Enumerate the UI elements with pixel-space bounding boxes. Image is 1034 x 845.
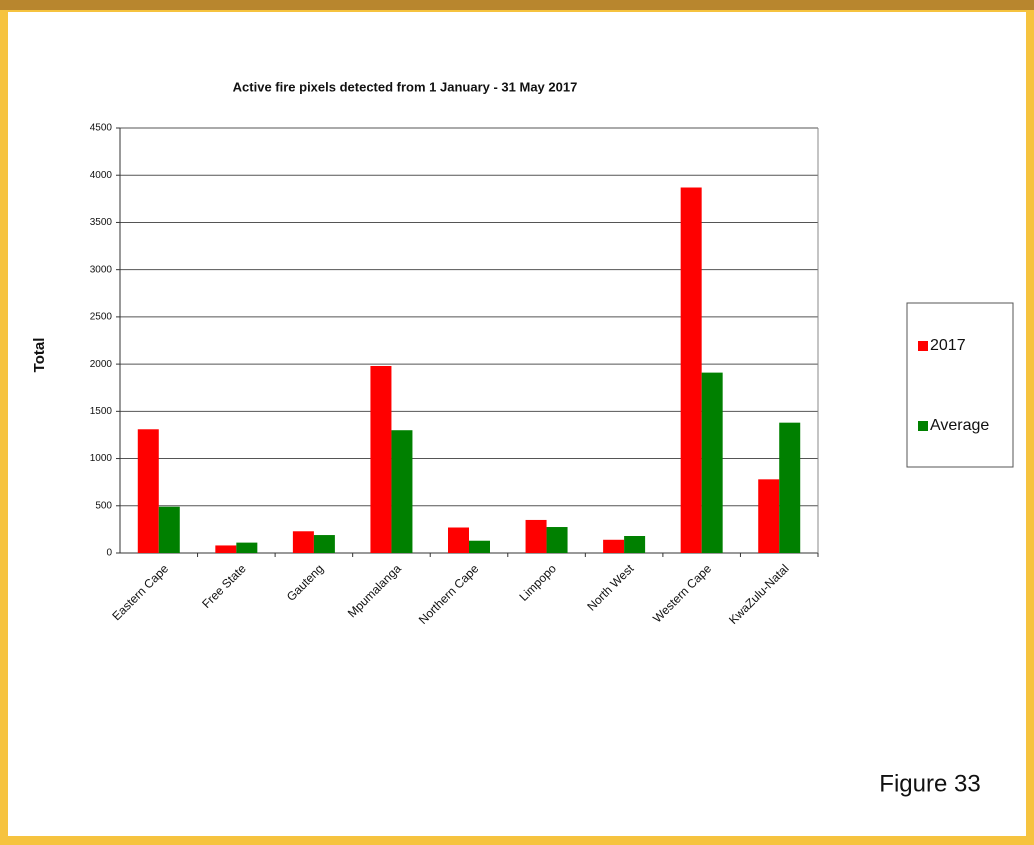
legend-box bbox=[906, 302, 1014, 468]
bar bbox=[236, 542, 258, 553]
y-tick-label: 0 bbox=[106, 548, 112, 559]
bar bbox=[680, 187, 702, 553]
figure-caption: Figure 33 bbox=[879, 770, 980, 797]
bar bbox=[292, 531, 314, 553]
y-tick-label: 2000 bbox=[90, 359, 113, 370]
bar bbox=[525, 519, 547, 553]
y-tick-label: 3000 bbox=[90, 264, 113, 275]
y-tick-label: 500 bbox=[95, 500, 112, 511]
y-tick-label: 2500 bbox=[90, 312, 113, 323]
photo-strip bbox=[0, 0, 1034, 10]
legend-swatch bbox=[918, 341, 928, 351]
bar bbox=[779, 422, 801, 553]
y-tick-label: 1500 bbox=[90, 406, 113, 417]
legend-swatch bbox=[918, 421, 928, 431]
panel bbox=[8, 12, 1026, 836]
bar bbox=[469, 540, 490, 553]
chart-title: Active fire pixels detected from 1 Janua… bbox=[233, 79, 578, 94]
bar bbox=[624, 536, 646, 553]
bar bbox=[370, 366, 392, 553]
bar bbox=[603, 539, 625, 553]
bar bbox=[391, 430, 413, 553]
y-tick-label: 3500 bbox=[90, 217, 113, 228]
y-tick-label: 4000 bbox=[90, 170, 113, 181]
bar bbox=[313, 535, 335, 553]
bar bbox=[137, 429, 159, 553]
bar bbox=[701, 372, 723, 553]
bar bbox=[546, 527, 568, 553]
y-axis-label: Total bbox=[31, 338, 48, 373]
y-tick-label: 4500 bbox=[90, 123, 113, 134]
bar bbox=[758, 479, 780, 553]
legend-label: Average bbox=[930, 417, 989, 434]
y-tick-label: 1000 bbox=[90, 453, 113, 464]
bar bbox=[215, 545, 237, 553]
bar bbox=[158, 506, 180, 553]
legend-label: 2017 bbox=[930, 337, 966, 354]
bar bbox=[448, 527, 469, 553]
